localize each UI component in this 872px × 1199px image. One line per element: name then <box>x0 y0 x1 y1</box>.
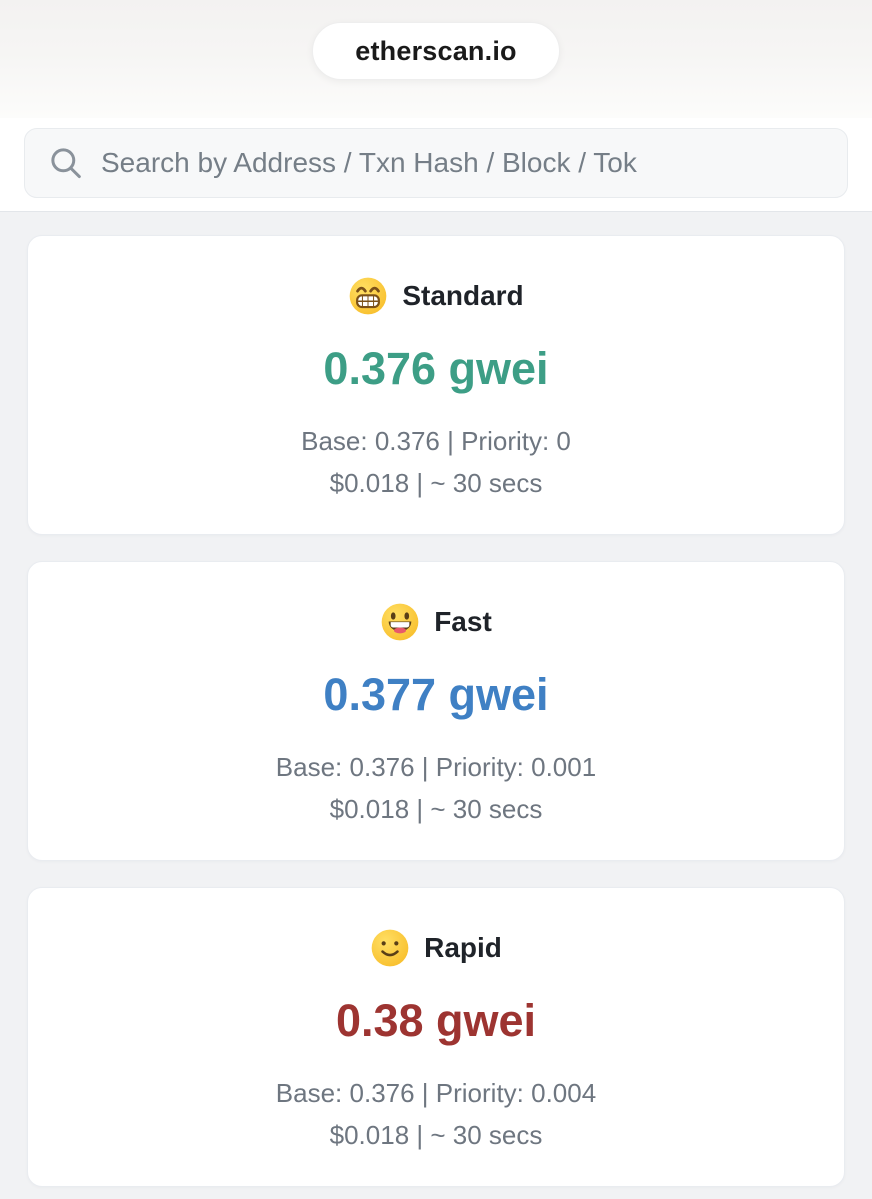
gas-value: 0.38 gwei <box>335 995 537 1046</box>
gas-card-standard: Standard 0.376 gwei Base: 0.376 | Priori… <box>27 235 845 535</box>
cost-time-text: $0.018 | ~ 30 secs <box>329 468 543 498</box>
search-section <box>0 118 872 212</box>
search-icon <box>47 144 85 182</box>
search-input[interactable] <box>101 147 829 179</box>
cost-time-text: $0.018 | ~ 30 secs <box>329 1120 543 1150</box>
gas-tracker-content: Standard 0.376 gwei Base: 0.376 | Priori… <box>0 212 872 1199</box>
gas-card-rapid: Rapid 0.38 gwei Base: 0.376 | Priority: … <box>27 887 845 1187</box>
card-header: Standard <box>28 276 844 316</box>
gas-value: 0.377 gwei <box>323 669 549 720</box>
browser-chrome: etherscan.io <box>0 0 872 118</box>
url-text: etherscan.io <box>355 35 517 66</box>
gas-tier-label: Fast <box>434 606 492 637</box>
search-box[interactable] <box>24 128 848 198</box>
cost-time-text: $0.018 | ~ 30 secs <box>329 794 543 824</box>
slightly-smiling-face-emoji-icon <box>370 928 410 968</box>
card-header: Rapid <box>28 928 844 968</box>
gas-tier-label: Standard <box>402 280 524 311</box>
beaming-face-emoji-icon <box>348 276 388 316</box>
gas-value: 0.376 gwei <box>323 343 549 394</box>
base-priority-text: Base: 0.376 | Priority: 0.004 <box>275 1078 597 1108</box>
card-header: Fast <box>28 602 844 642</box>
gas-card-fast: Fast 0.377 gwei Base: 0.376 | Priority: … <box>27 561 845 861</box>
base-priority-text: Base: 0.376 | Priority: 0.001 <box>275 752 597 782</box>
base-priority-text: Base: 0.376 | Priority: 0 <box>301 426 571 456</box>
gas-tier-label: Rapid <box>424 932 502 963</box>
url-pill[interactable]: etherscan.io <box>312 22 560 80</box>
grinning-face-emoji-icon <box>380 602 420 642</box>
